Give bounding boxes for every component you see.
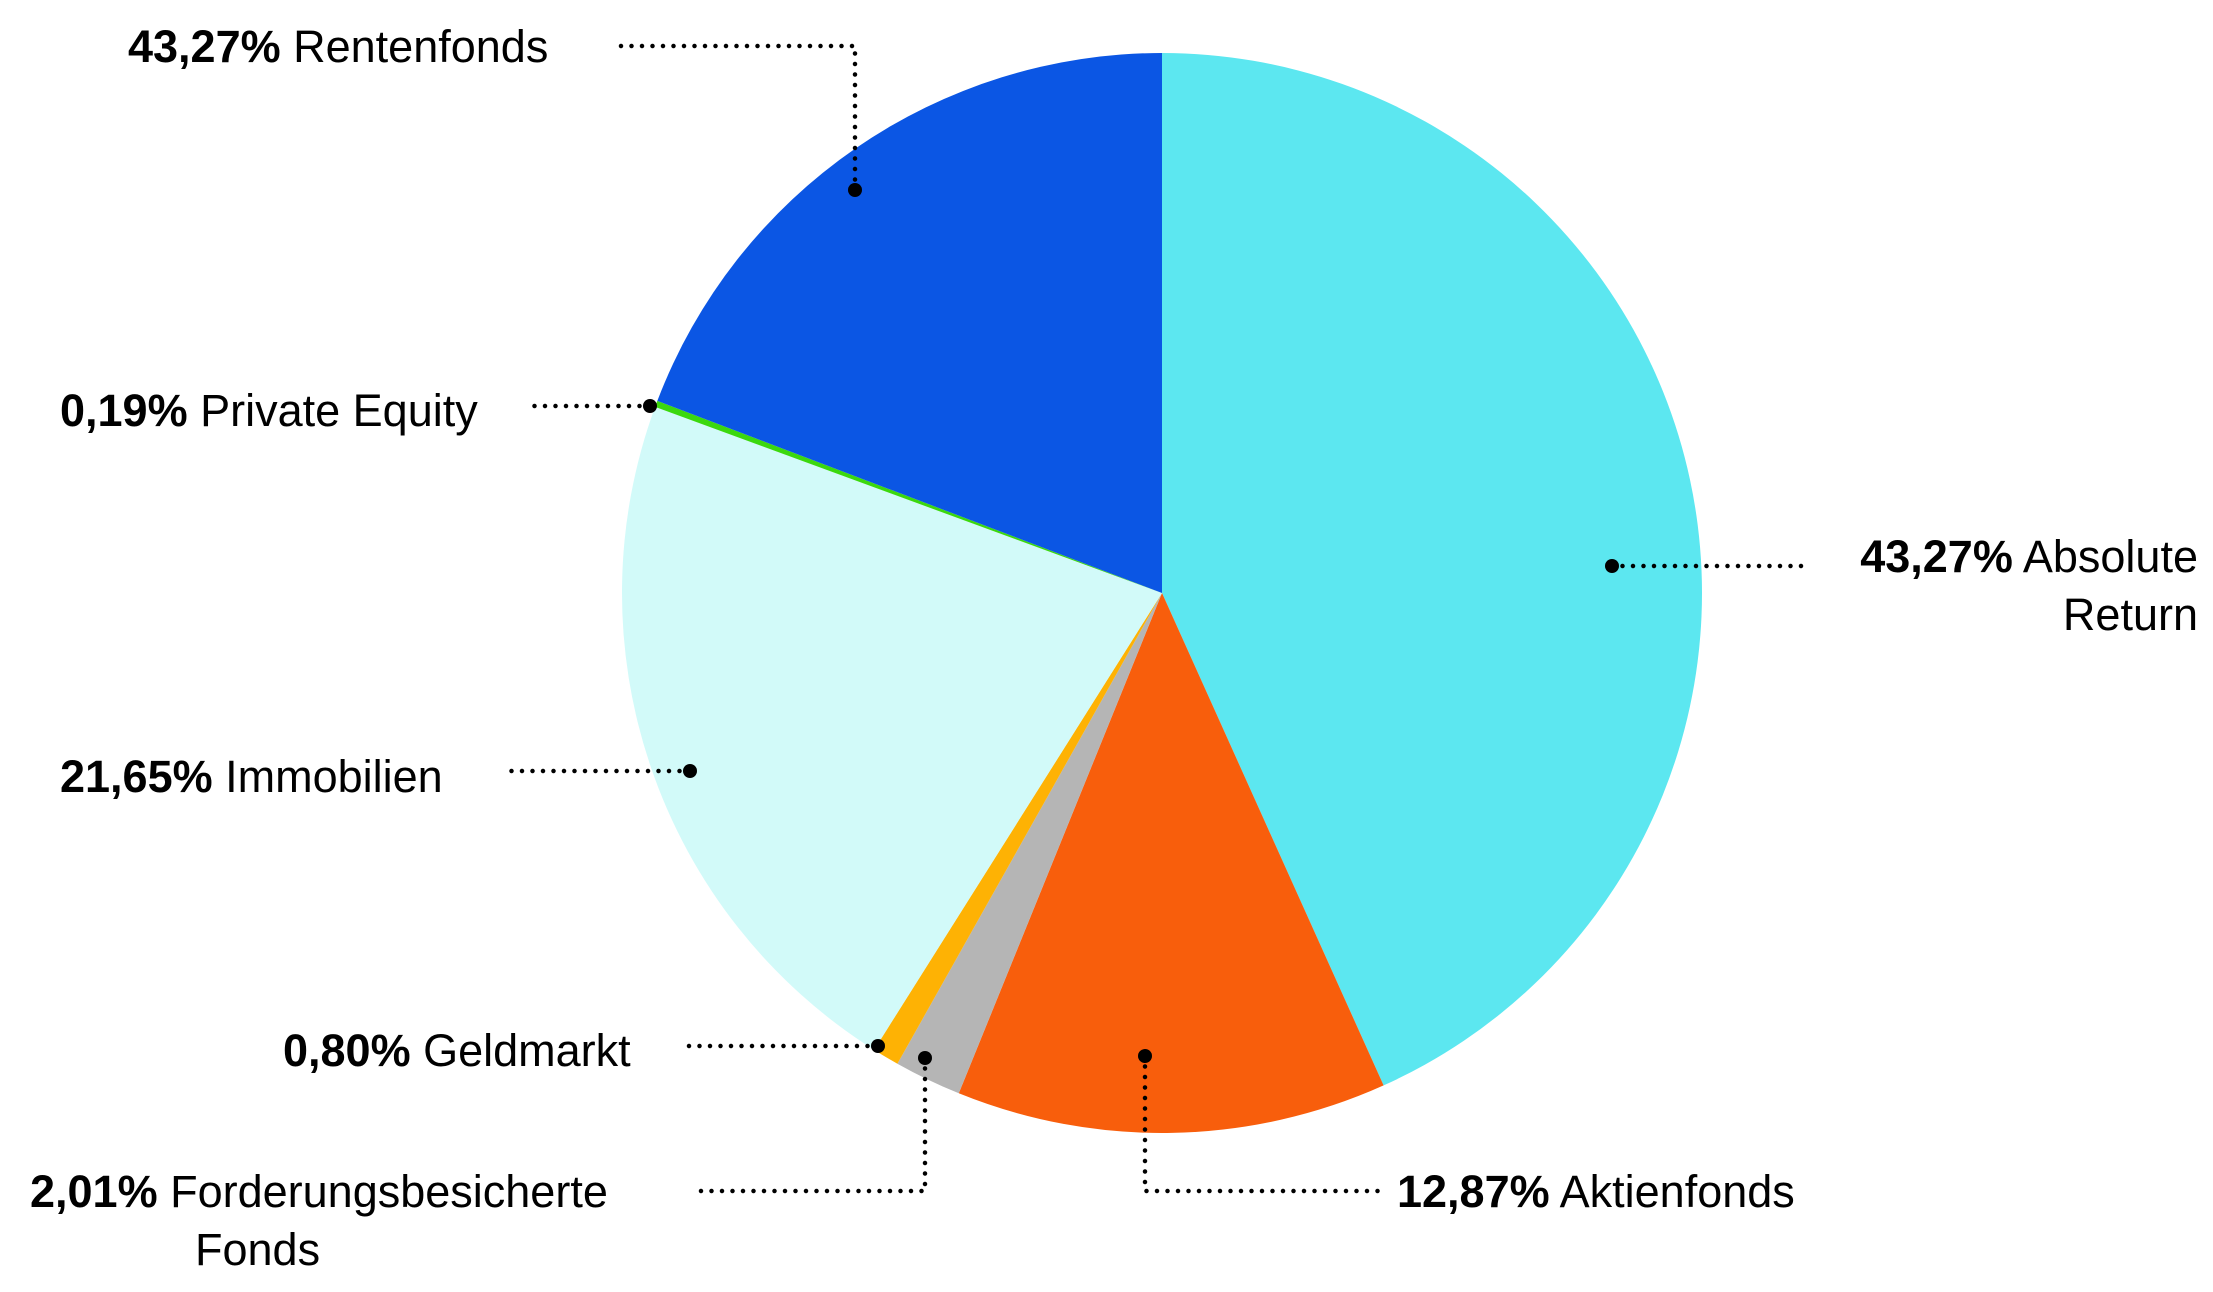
pie-slice-rentenfonds: [657, 53, 1162, 593]
callout-leader-forderungsbesicherte-fonds: [697, 1055, 928, 1194]
callout-dot-immobilien: [683, 764, 697, 778]
pie-slice-immobilien: [622, 406, 1162, 1050]
callout-dot-private-equity: [643, 399, 657, 413]
callout-dot-geldmarkt: [871, 1039, 885, 1053]
pie-slice-geldmarkt: [874, 593, 1162, 1064]
callout-dot-aktienfonds: [1138, 1049, 1152, 1063]
pie-slice-absolute-return: [1162, 53, 1703, 1086]
callout-dot-forderungsbesicherte-fonds: [918, 1051, 932, 1065]
callout-leader-aktienfonds: [1142, 1053, 1391, 1194]
callout-dot-rentenfonds: [848, 183, 862, 197]
pie-slice-forderungsbesicherte-fonds: [897, 593, 1162, 1094]
pie-slice-aktienfonds: [958, 593, 1384, 1134]
callout-dot-absolute-return: [1605, 559, 1619, 573]
pie-slice-private-equity: [655, 400, 1162, 593]
callout-leader-rentenfonds: [615, 43, 858, 193]
